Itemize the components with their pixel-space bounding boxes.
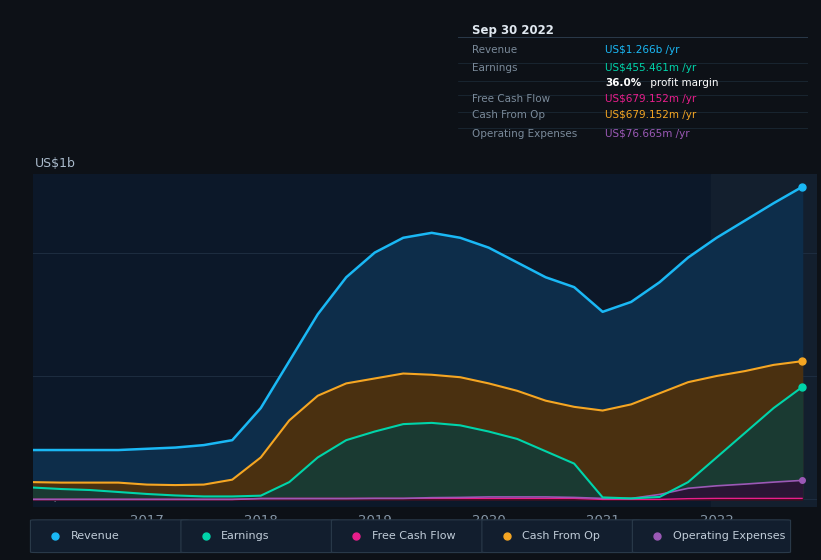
FancyBboxPatch shape [30, 520, 189, 553]
Text: Earnings: Earnings [221, 531, 269, 541]
Text: 36.0%: 36.0% [605, 78, 641, 87]
Text: Revenue: Revenue [472, 45, 517, 55]
FancyBboxPatch shape [482, 520, 640, 553]
Bar [711, 174, 821, 507]
Text: US$1.266b /yr: US$1.266b /yr [605, 45, 680, 55]
Text: Cash From Op: Cash From Op [472, 110, 545, 120]
Text: profit margin: profit margin [647, 78, 718, 87]
Text: US$1b: US$1b [34, 157, 76, 170]
Text: US$455.461m /yr: US$455.461m /yr [605, 63, 696, 73]
Text: US$0: US$0 [34, 491, 67, 503]
Text: Free Cash Flow: Free Cash Flow [372, 531, 455, 541]
Text: Cash From Op: Cash From Op [522, 531, 600, 541]
FancyBboxPatch shape [332, 520, 489, 553]
Text: Operating Expenses: Operating Expenses [672, 531, 785, 541]
Text: US$679.152m /yr: US$679.152m /yr [605, 110, 696, 120]
Text: Sep 30 2022: Sep 30 2022 [472, 24, 554, 37]
Text: US$679.152m /yr: US$679.152m /yr [605, 94, 696, 104]
FancyBboxPatch shape [632, 520, 791, 553]
Text: US$76.665m /yr: US$76.665m /yr [605, 129, 690, 139]
Text: Revenue: Revenue [71, 531, 119, 541]
Text: Operating Expenses: Operating Expenses [472, 129, 577, 139]
Text: Free Cash Flow: Free Cash Flow [472, 94, 550, 104]
Text: Earnings: Earnings [472, 63, 517, 73]
FancyBboxPatch shape [181, 520, 339, 553]
